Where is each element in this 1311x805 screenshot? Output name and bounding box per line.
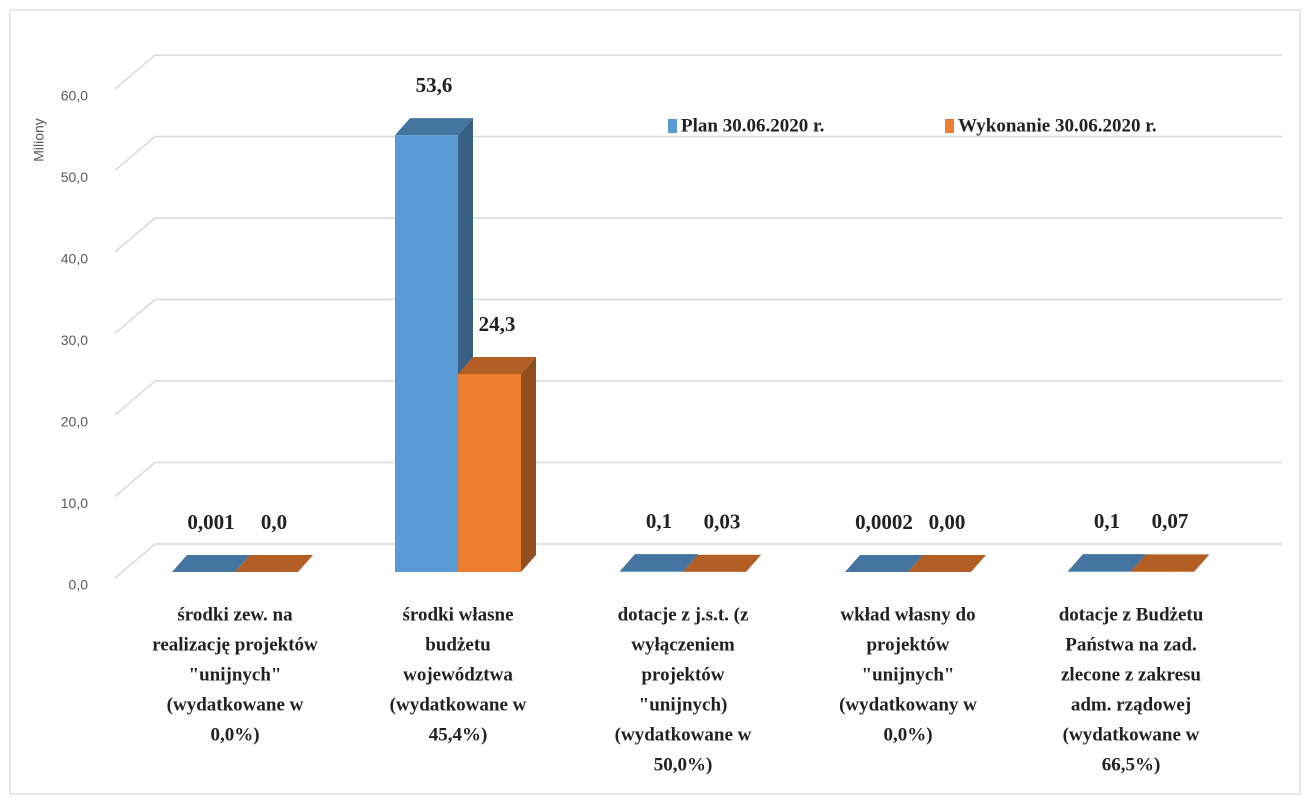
bar-front bbox=[1131, 571, 1194, 572]
x-tick-label: adm. rządowej bbox=[1071, 694, 1191, 715]
grid-connector bbox=[114, 217, 156, 253]
bar-side bbox=[235, 554, 250, 572]
bar bbox=[235, 555, 313, 572]
bar-top bbox=[1068, 554, 1146, 572]
x-tick-label: środki własne bbox=[402, 604, 513, 625]
legend-swatch bbox=[668, 119, 677, 133]
x-tick-label: Państwa na zad. bbox=[1065, 634, 1196, 655]
legend-swatch bbox=[945, 119, 954, 133]
x-tick-label: realizację projektów bbox=[152, 634, 318, 655]
bar-top bbox=[172, 554, 250, 572]
x-tick-label: projektów bbox=[866, 634, 949, 655]
x-tick-label: "unijnych" bbox=[189, 664, 282, 685]
legend-label: Plan 30.06.2020 r. bbox=[681, 115, 824, 136]
y-tick-label: 10,0 bbox=[61, 495, 88, 511]
x-tick-label: "unijnych" bbox=[862, 664, 955, 685]
y-axis-label: Miliony bbox=[31, 118, 47, 162]
y-tick-label: 50,0 bbox=[61, 169, 88, 185]
y-tick-label: 40,0 bbox=[61, 251, 88, 267]
grid-connector bbox=[114, 543, 156, 579]
grid-connector bbox=[114, 54, 156, 90]
x-tick-label: zlecone z zakresu bbox=[1061, 664, 1201, 685]
value-label: 0,1 bbox=[1094, 509, 1120, 533]
x-tick-label: (wydatkowane w bbox=[390, 694, 527, 715]
bar bbox=[172, 554, 250, 572]
grid-connector bbox=[114, 135, 156, 172]
bar-top bbox=[1131, 554, 1209, 572]
x-tick-label: dotacje z j.s.t. (z bbox=[618, 604, 749, 625]
x-tick-label: 66,5%) bbox=[1102, 754, 1161, 775]
bar-front bbox=[1068, 571, 1131, 572]
x-tick-label: (wydatkowany w bbox=[839, 694, 977, 715]
bar-top bbox=[908, 555, 986, 572]
bar-top bbox=[235, 555, 313, 572]
x-tick-label: projektów bbox=[641, 664, 724, 685]
bar-side bbox=[1194, 554, 1209, 572]
y-tick-label: 0,0 bbox=[69, 577, 89, 593]
y-tick-label: 60,0 bbox=[61, 88, 88, 104]
x-tick-label: 0,0%) bbox=[210, 724, 259, 745]
value-label: 53,6 bbox=[416, 73, 453, 97]
value-label: 0,0 bbox=[261, 510, 287, 534]
value-label: 0,00 bbox=[929, 510, 966, 534]
grid-connector bbox=[114, 461, 156, 498]
bar-side bbox=[908, 554, 923, 572]
bar-side bbox=[521, 356, 536, 572]
bar-top bbox=[683, 554, 761, 572]
bar bbox=[845, 554, 923, 572]
x-tick-label: województwa bbox=[403, 664, 513, 685]
grid-connector bbox=[114, 298, 156, 335]
bar-top bbox=[458, 356, 536, 374]
x-tick-label: 45,4%) bbox=[429, 724, 488, 745]
bar-side bbox=[746, 554, 761, 572]
bar-front bbox=[395, 135, 458, 572]
bar bbox=[1131, 554, 1209, 572]
x-tick-label: (wydatkowane w bbox=[167, 694, 304, 715]
value-label: 0,001 bbox=[187, 510, 234, 534]
x-tick-label: budżetu bbox=[425, 634, 491, 655]
x-tick-label: wkład własny do bbox=[840, 604, 975, 625]
y-tick-label: 30,0 bbox=[61, 332, 88, 348]
bar-front bbox=[620, 571, 683, 572]
value-label: 0,03 bbox=[704, 510, 741, 534]
x-tick-label: 0,0%) bbox=[883, 724, 932, 745]
bar-top bbox=[620, 554, 698, 572]
x-tick-label: 50,0%) bbox=[654, 754, 713, 775]
value-label: 24,3 bbox=[479, 312, 516, 336]
x-tick-label: środki zew. na bbox=[177, 604, 293, 625]
legend-label: Wykonanie 30.06.2020 r. bbox=[958, 115, 1157, 136]
chart-frame bbox=[9, 9, 1301, 795]
bar bbox=[908, 555, 986, 572]
value-label: 0,1 bbox=[646, 509, 672, 533]
x-tick-label: wyłączeniem bbox=[631, 634, 735, 655]
bar bbox=[458, 356, 536, 572]
value-label: 0,0002 bbox=[855, 510, 913, 534]
x-tick-label: (wydatkowane w bbox=[615, 724, 752, 745]
grid-connector bbox=[114, 380, 156, 416]
bar-top bbox=[845, 554, 923, 572]
y-tick-label: 20,0 bbox=[61, 414, 88, 430]
x-tick-label: dotacje z Budżetu bbox=[1059, 604, 1204, 625]
bar-front bbox=[458, 373, 521, 572]
x-tick-label: (wydatkowane w bbox=[1063, 724, 1200, 745]
x-tick-label: "unijnych) bbox=[639, 694, 728, 715]
value-label: 0,07 bbox=[1152, 509, 1189, 533]
bar-top bbox=[395, 118, 473, 136]
bar bbox=[683, 554, 761, 572]
